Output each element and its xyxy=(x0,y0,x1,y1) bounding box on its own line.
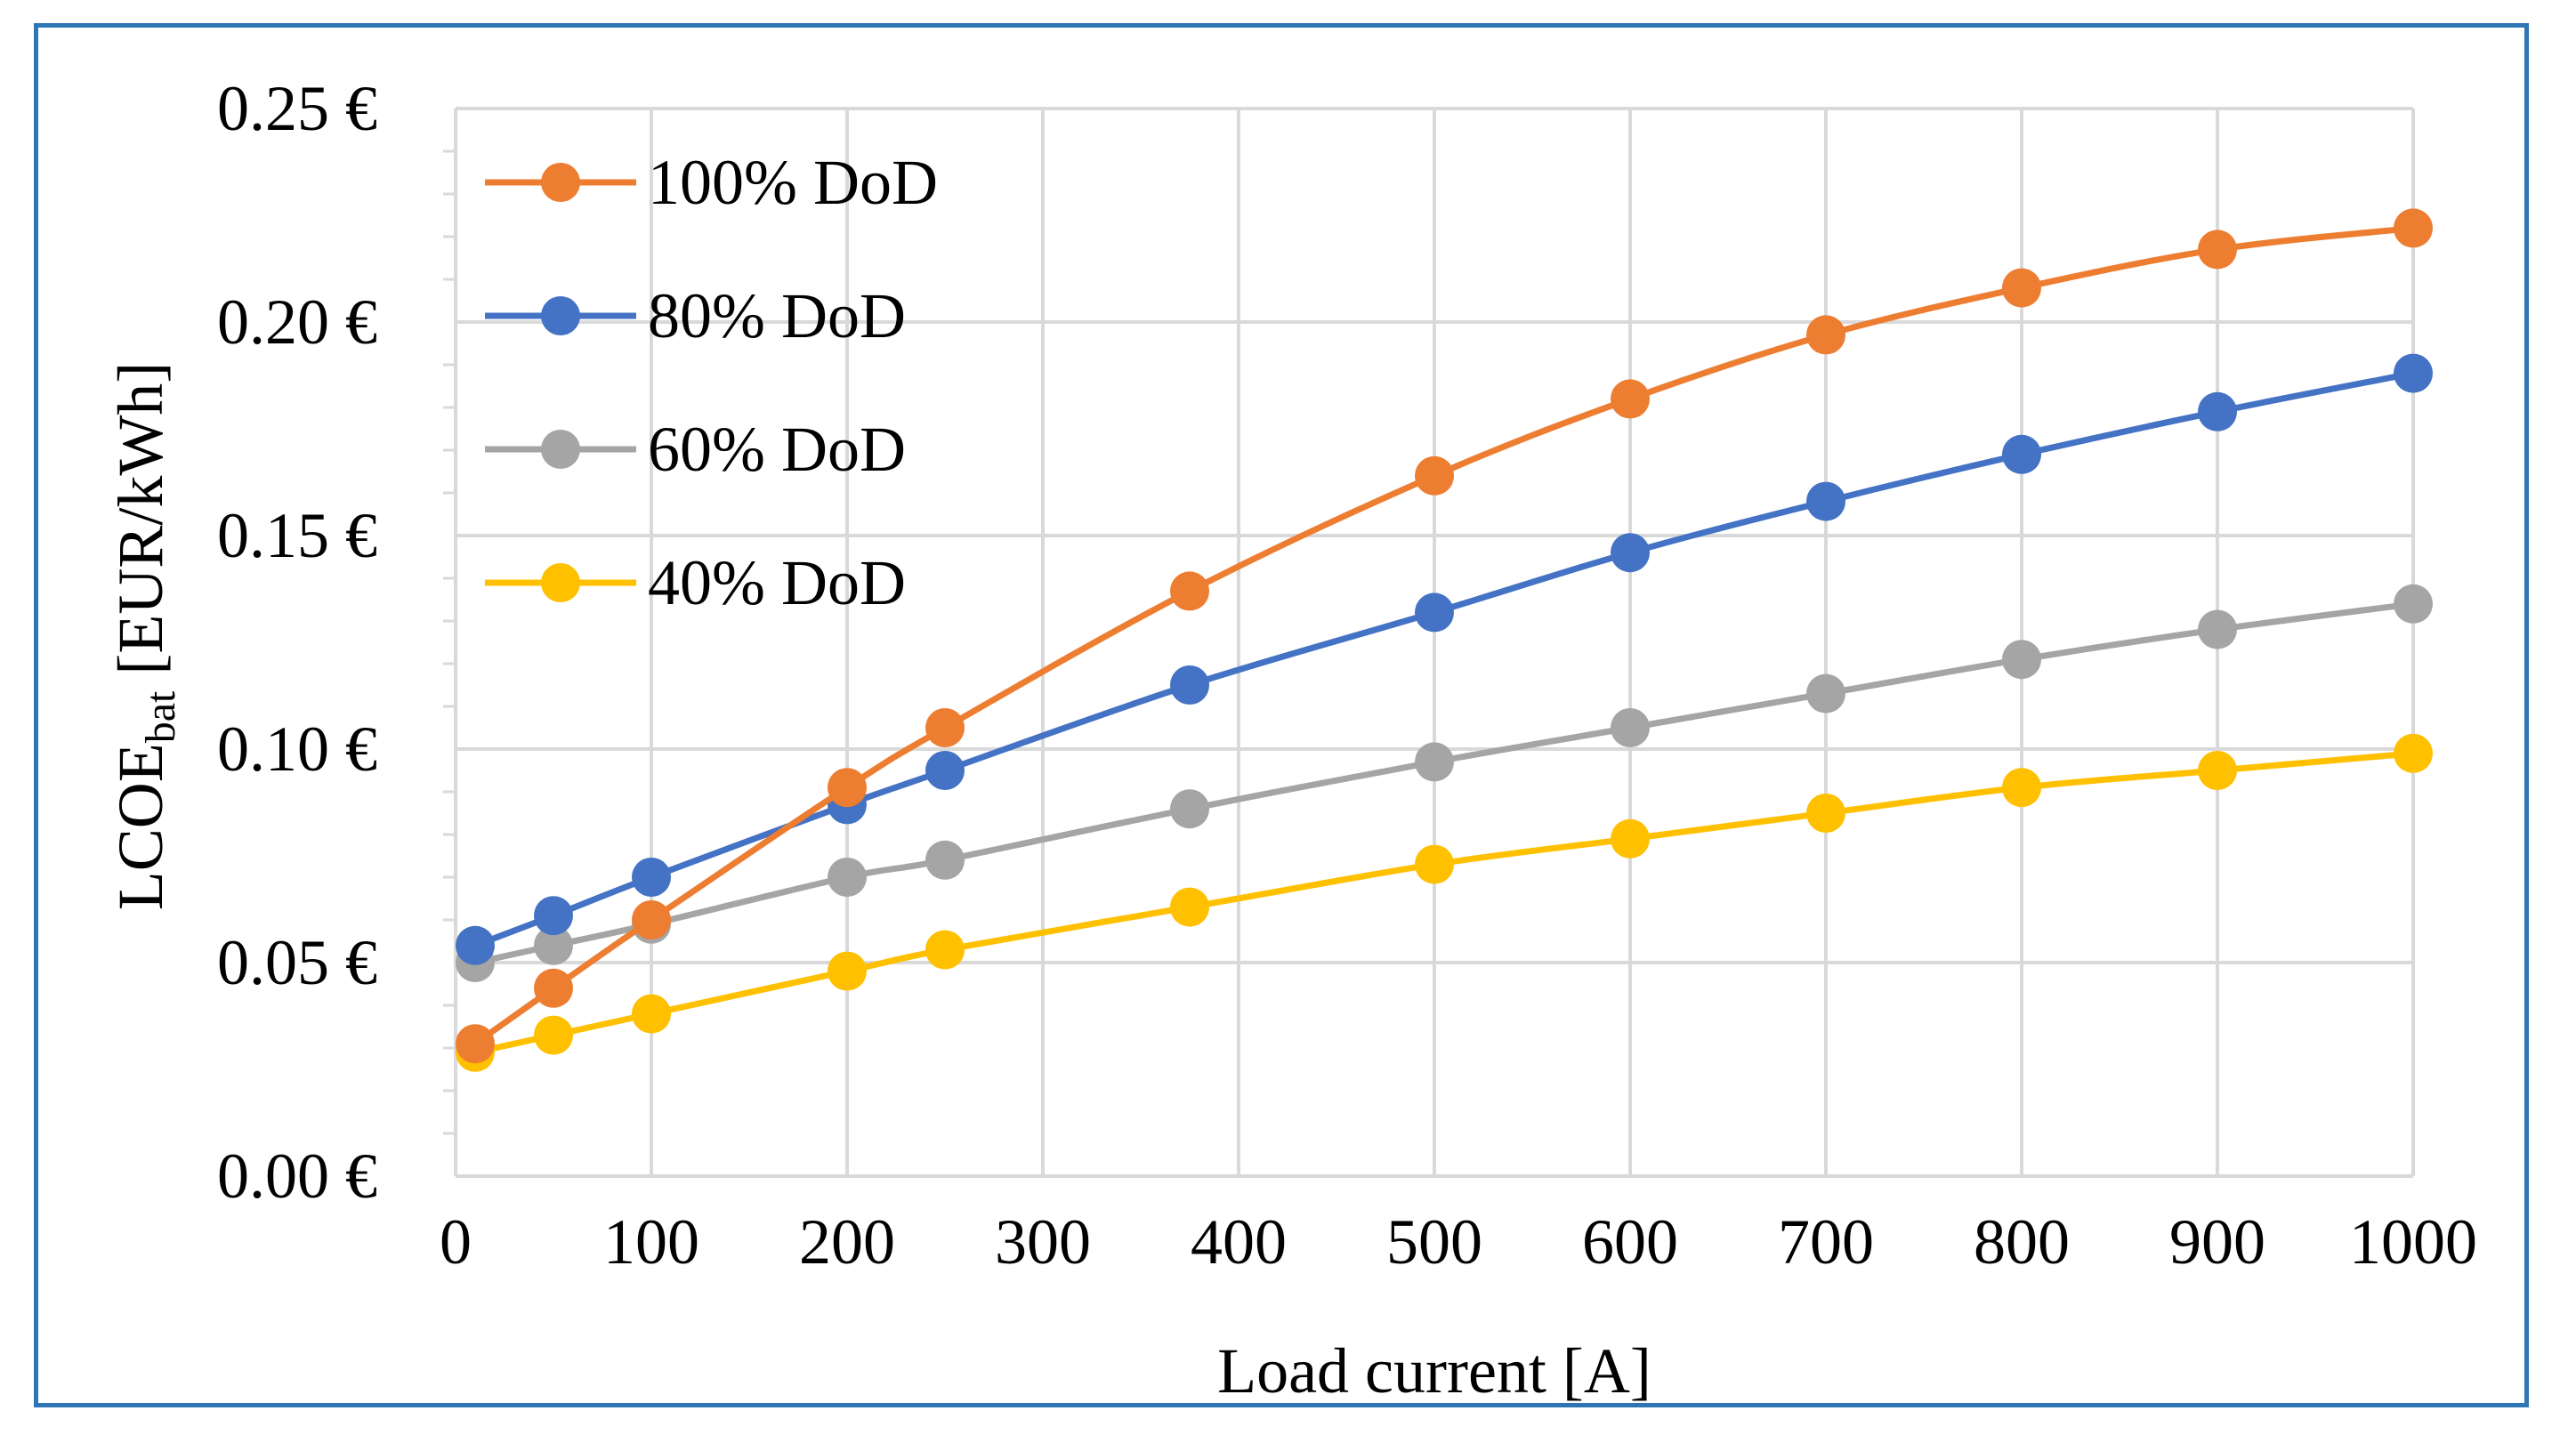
point-80-dod-500 xyxy=(1415,593,1454,633)
legend-label: 60% DoD xyxy=(648,414,906,485)
point-100-dod-600 xyxy=(1611,379,1650,419)
x-tick-label-500: 500 xyxy=(1386,1206,1482,1278)
legend-item-40-dod: 40% DoD xyxy=(485,547,906,618)
y-tick-label-5: 0.25 € xyxy=(217,73,377,144)
y-axis-title: LCOEbat [EUR/kWh] xyxy=(105,362,184,911)
y-tick-label-1: 0.05 € xyxy=(217,927,377,998)
axes xyxy=(443,109,2413,1178)
point-40-dod-900 xyxy=(2198,751,2237,790)
series-line-100-dod xyxy=(472,224,2414,1047)
point-40-dod-800 xyxy=(2002,768,2041,808)
series-60-dod xyxy=(456,584,2433,982)
point-60-dod-200 xyxy=(828,858,867,897)
x-tick-label-400: 400 xyxy=(1191,1206,1287,1278)
x-tick-label-600: 600 xyxy=(1582,1206,1678,1278)
point-100-dod-200 xyxy=(828,768,867,808)
y-tick-label-4: 0.20 € xyxy=(217,286,377,358)
point-60-dod-250 xyxy=(925,840,965,880)
point-100-dod-10 xyxy=(456,1024,495,1064)
legend: 100% DoD 80% DoD 60% DoD 40% DoD xyxy=(485,147,938,618)
point-100-dod-250 xyxy=(925,708,965,747)
legend-marker xyxy=(541,296,580,335)
series-line-40-dod xyxy=(474,750,2414,1056)
x-tick-label-200: 200 xyxy=(799,1206,895,1278)
point-100-dod-900 xyxy=(2198,230,2237,270)
y-axis-title-main: LCOE xyxy=(105,743,176,910)
x-tick-label-300: 300 xyxy=(995,1206,1091,1278)
point-100-dod-800 xyxy=(2002,268,2041,308)
series-line-80-dod xyxy=(473,370,2414,949)
legend-marker xyxy=(541,163,580,202)
point-80-dod-600 xyxy=(1611,533,1650,573)
y-axis-title-subscript: bat xyxy=(137,690,184,743)
y-tick-label-0: 0.00 € xyxy=(217,1141,377,1212)
point-60-dod-900 xyxy=(2198,609,2237,649)
x-tick-label-800: 800 xyxy=(1974,1206,2070,1278)
point-100-dod-1000 xyxy=(2394,208,2433,248)
point-100-dod-375 xyxy=(1170,571,1209,611)
point-60-dod-1000 xyxy=(2394,584,2433,624)
point-80-dod-100 xyxy=(632,858,671,897)
point-40-dod-375 xyxy=(1170,887,1209,927)
series-line-60-dod xyxy=(474,601,2414,966)
point-80-dod-50 xyxy=(534,896,573,936)
series-100-dod xyxy=(456,208,2433,1064)
point-80-dod-10 xyxy=(456,925,495,965)
legend-item-80-dod: 80% DoD xyxy=(485,280,906,351)
y-tick-label-2: 0.10 € xyxy=(217,713,377,785)
point-80-dod-1000 xyxy=(2394,353,2433,393)
point-40-dod-250 xyxy=(925,930,965,970)
legend-label: 40% DoD xyxy=(648,547,906,618)
point-100-dod-700 xyxy=(1806,315,1845,355)
point-100-dod-50 xyxy=(534,968,573,1008)
legend-item-100-dod: 100% DoD xyxy=(485,147,938,218)
point-80-dod-900 xyxy=(2198,391,2237,431)
point-80-dod-250 xyxy=(925,751,965,790)
x-tick-label-0: 0 xyxy=(440,1206,472,1278)
legend-marker xyxy=(541,563,580,602)
legend-marker xyxy=(541,430,580,469)
point-40-dod-500 xyxy=(1415,844,1454,884)
point-60-dod-500 xyxy=(1415,742,1454,782)
point-80-dod-700 xyxy=(1806,481,1845,521)
point-40-dod-50 xyxy=(534,1015,573,1055)
point-40-dod-200 xyxy=(828,951,867,991)
point-40-dod-100 xyxy=(632,994,671,1034)
point-60-dod-700 xyxy=(1806,673,1845,713)
point-100-dod-100 xyxy=(632,900,671,939)
point-60-dod-50 xyxy=(534,925,573,965)
point-100-dod-500 xyxy=(1415,455,1454,496)
x-tick-label-100: 100 xyxy=(603,1206,699,1278)
x-tick-label-700: 700 xyxy=(1778,1206,1874,1278)
point-60-dod-800 xyxy=(2002,640,2041,680)
point-60-dod-600 xyxy=(1611,708,1650,747)
x-tick-label-900: 900 xyxy=(2169,1206,2265,1278)
point-80-dod-800 xyxy=(2002,434,2041,474)
legend-label: 100% DoD xyxy=(648,147,938,218)
point-40-dod-1000 xyxy=(2394,733,2433,773)
legend-item-60-dod: 60% DoD xyxy=(485,414,906,485)
x-tick-label-1000: 1000 xyxy=(2349,1206,2477,1278)
y-axis-title-unit: [EUR/kWh] xyxy=(105,362,176,691)
point-60-dod-375 xyxy=(1170,789,1209,829)
point-40-dod-600 xyxy=(1611,818,1650,859)
point-80-dod-375 xyxy=(1170,665,1209,705)
point-40-dod-700 xyxy=(1806,794,1845,833)
legend-label: 80% DoD xyxy=(648,280,906,351)
y-tick-label-3: 0.15 € xyxy=(217,500,377,571)
series-layer xyxy=(456,208,2433,1072)
x-axis-title: Load current [A] xyxy=(1217,1335,1651,1407)
tick-labels: 0 100 200 300 400 500 600 700 800 900 1000 0.00 € 0.… xyxy=(217,73,2477,1278)
